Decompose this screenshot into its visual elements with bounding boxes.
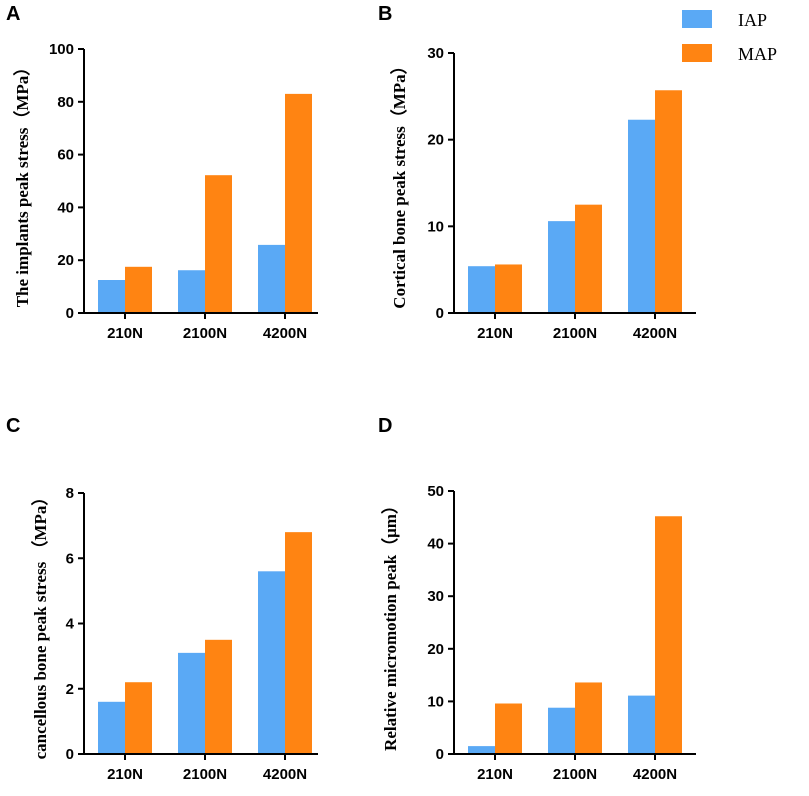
x-tick-label-2100n: 2100N	[553, 325, 597, 342]
legend-label-iap: IAP	[738, 10, 767, 30]
legend-swatch-map	[682, 44, 712, 62]
y-tick-label: 20	[57, 252, 74, 269]
x-tick-label-4200n: 4200N	[633, 325, 677, 342]
y-tick-label: 80	[57, 94, 74, 111]
bar-map-210n	[495, 703, 522, 754]
y-tick-label: 30	[427, 45, 444, 62]
y-tick-label: 2	[66, 681, 74, 698]
bar-iap-2100n	[178, 270, 205, 313]
x-tick-label-210n: 210N	[107, 325, 143, 342]
x-tick-label-2100n: 2100N	[183, 766, 227, 783]
chart-panel-d: D 0 10 20 30 40 50 210N 2100N 4200N Relative micro…	[378, 415, 696, 783]
y-tick-label: 40	[57, 199, 74, 216]
bar-map-4200n	[655, 90, 682, 314]
y-tick-label: 10	[427, 218, 444, 235]
x-tick-label-4200n: 4200N	[633, 766, 677, 783]
legend-label-map: MAP	[738, 44, 777, 64]
bar-iap-210n	[98, 280, 125, 313]
panel-label-c: C	[6, 415, 20, 437]
bar-iap-4200n	[628, 695, 655, 754]
panel-label-d: D	[378, 415, 392, 437]
legend-swatch-iap	[682, 10, 712, 28]
panel-label-b: B	[378, 3, 392, 25]
bar-iap-210n	[98, 701, 125, 754]
x-tick-label-4200n: 4200N	[263, 325, 307, 342]
y-axis-title: The implants peak stress（MPa）	[12, 59, 32, 308]
y-tick-label: 0	[436, 305, 444, 322]
bar-iap-210n	[468, 746, 495, 754]
bar-iap-210n	[468, 266, 495, 313]
y-axis-title: Relative micromotion peak（μm）	[380, 497, 400, 751]
bar-iap-2100n	[548, 221, 575, 313]
bar-iap-2100n	[548, 707, 575, 754]
bar-map-210n	[125, 266, 152, 313]
bar-iap-4200n	[258, 571, 285, 754]
legend: IAP MAP	[682, 10, 777, 64]
x-tick-label-210n: 210N	[477, 766, 513, 783]
panel-label-a: A	[6, 3, 20, 25]
y-tick-label: 0	[436, 746, 444, 763]
y-tick-label: 0	[66, 746, 74, 763]
y-tick-label: 8	[66, 485, 74, 502]
x-tick-label-2100n: 2100N	[183, 325, 227, 342]
bar-map-4200n	[285, 532, 312, 754]
bar-map-4200n	[285, 93, 312, 313]
bar-map-2100n	[575, 682, 602, 754]
y-axis-title: cancellous bone peak stress （MPa）	[30, 489, 50, 760]
x-tick-label-210n: 210N	[477, 325, 513, 342]
y-tick-label: 100	[49, 41, 74, 58]
chart-panel-a: A 0 20 40 60 80 100 210N 2100N 4200N The implants …	[6, 3, 318, 342]
x-tick-label-210n: 210N	[107, 766, 143, 783]
chart-panel-c: C 0 2 4 6 8 210N 2100N 4200N cancellous bone peak…	[6, 415, 318, 783]
chart-panel-b: B 0 10 20 30 210N 2100N 4200N Cortical bone peak…	[378, 3, 696, 342]
y-tick-label: 50	[427, 483, 444, 500]
y-tick-label: 40	[427, 536, 444, 553]
bar-map-2100n	[575, 204, 602, 313]
y-tick-label: 20	[427, 132, 444, 149]
bar-map-210n	[125, 682, 152, 754]
x-tick-label-2100n: 2100N	[553, 766, 597, 783]
y-tick-label: 0	[66, 305, 74, 322]
y-tick-label: 4	[66, 616, 75, 633]
bar-map-2100n	[205, 175, 232, 313]
y-tick-label: 20	[427, 641, 444, 658]
bar-iap-4200n	[258, 244, 285, 313]
y-axis-title: Cortical bone peak stress（MPa）	[389, 57, 409, 308]
bar-map-4200n	[655, 516, 682, 754]
x-tick-label-4200n: 4200N	[263, 766, 307, 783]
y-tick-label: 10	[427, 693, 444, 710]
bar-iap-2100n	[178, 652, 205, 754]
y-tick-label: 30	[427, 588, 444, 605]
bar-iap-4200n	[628, 119, 655, 313]
bar-map-2100n	[205, 639, 232, 754]
y-tick-label: 6	[66, 550, 74, 567]
bar-map-210n	[495, 264, 522, 313]
y-tick-label: 60	[57, 147, 74, 164]
